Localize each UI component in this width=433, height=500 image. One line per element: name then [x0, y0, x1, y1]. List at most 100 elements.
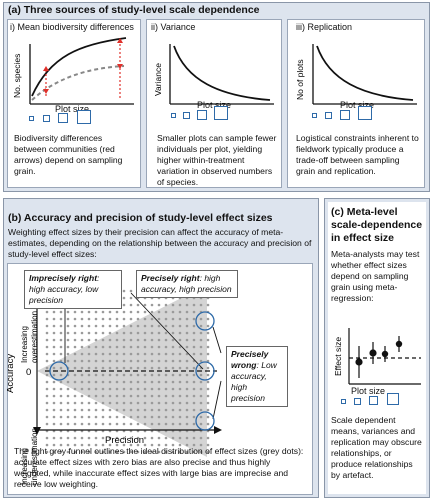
effect-size-dot: [87, 401, 91, 405]
effect-size-dot: [185, 401, 189, 405]
effect-size-dot: [52, 338, 56, 342]
effect-size-dot: [87, 359, 91, 363]
effect-size-dot: [122, 352, 126, 356]
effect-size-dot: [87, 443, 91, 447]
effect-size-dot: [192, 352, 196, 356]
effect-size-dot: [129, 289, 133, 293]
effect-size-dot: [45, 443, 49, 447]
effect-size-dot: [52, 436, 56, 440]
effect-size-dot: [164, 331, 168, 335]
callout-precisely-wrong-rest: : Low accuracy, high precision: [231, 360, 277, 403]
effect-size-dot: [178, 443, 182, 447]
effect-size-dot: [143, 303, 147, 307]
effect-size-dot: [171, 317, 175, 321]
effect-size-dot: [171, 387, 175, 391]
effect-size-dot: [164, 380, 168, 384]
effect-size-dot: [66, 401, 70, 405]
panel-c-intro: Meta-analysts may test whether effect si…: [331, 249, 420, 303]
effect-size-dot: [164, 345, 168, 349]
effect-size-dot: [185, 408, 189, 412]
effect-size-dot: [101, 422, 105, 426]
effect-size-dot: [164, 366, 168, 370]
effect-size-dot: [136, 443, 140, 447]
effect-size-dot: [66, 408, 70, 412]
effect-size-dot: [73, 415, 77, 419]
panel-b-intro: Weighting effect sizes by their precisio…: [8, 227, 312, 259]
effect-size-dot: [136, 450, 140, 454]
effect-size-dot: [178, 303, 182, 307]
effect-size-dot: [80, 443, 84, 447]
plot-square-xs: [29, 116, 34, 121]
effect-size-dot: [185, 415, 189, 419]
effect-size-dot: [80, 317, 84, 321]
effect-size-dot: [115, 408, 119, 412]
effect-size-dot: [129, 303, 133, 307]
effect-size-dot: [185, 422, 189, 426]
effect-size-dot: [178, 373, 182, 377]
effect-size-dot: [129, 387, 133, 391]
effect-size-dot: [164, 324, 168, 328]
effect-size-dot: [199, 303, 203, 307]
effect-size-dot: [52, 366, 56, 370]
effect-size-dot: [52, 373, 56, 377]
plot-square-m: [369, 396, 378, 405]
effect-size-dot: [129, 401, 133, 405]
panel-a-ii-caption: Smaller plots can sample fewer individua…: [157, 133, 277, 187]
effect-size-dot: [94, 450, 98, 454]
effect-size-dot: [108, 408, 112, 412]
effect-size-dot: [73, 422, 77, 426]
effect-size-dot: [52, 345, 56, 349]
effect-size-dot: [206, 408, 210, 412]
effect-size-dot: [199, 401, 203, 405]
effect-size-dot: [87, 317, 91, 321]
effect-size-dot: [94, 352, 98, 356]
effect-size-dot: [192, 324, 196, 328]
effect-size-dot: [45, 401, 49, 405]
effect-size-dot: [59, 317, 63, 321]
effect-size-dot: [80, 422, 84, 426]
effect-size-dot: [192, 303, 196, 307]
effect-size-dot: [136, 387, 140, 391]
effect-size-dot: [59, 408, 63, 412]
effect-size-dot: [80, 324, 84, 328]
effect-size-dot: [80, 373, 84, 377]
effect-size-dot: [101, 310, 105, 314]
effect-size-dot: [178, 394, 182, 398]
effect-size-dot: [101, 324, 105, 328]
effect-size-dot: [157, 345, 161, 349]
effect-size-dot: [101, 415, 105, 419]
effect-size-dot: [66, 450, 70, 454]
overestimation-label: Increasing overestimation: [20, 311, 39, 363]
effect-size-dot: [185, 436, 189, 440]
panel-a-ii-subtitle: ii) Variance: [151, 22, 196, 32]
effect-size-dot: [66, 359, 70, 363]
effect-size-dot: [143, 338, 147, 342]
effect-size-dot: [206, 401, 210, 405]
effect-size-dot: [115, 387, 119, 391]
effect-size-dot: [206, 436, 210, 440]
plot-square-m: [58, 113, 68, 123]
plot-square-l: [358, 106, 372, 120]
effect-size-dot: [122, 415, 126, 419]
effect-size-dot: [185, 338, 189, 342]
panel-a-title: (a) Three sources of study-level scale d…: [8, 4, 260, 16]
effect-size-dot: [164, 443, 168, 447]
effect-size-dot: [171, 310, 175, 314]
effect-size-dot: [157, 310, 161, 314]
effect-size-dot: [185, 303, 189, 307]
effect-size-dot: [178, 387, 182, 391]
effect-size-dot: [122, 443, 126, 447]
effect-size-dot: [136, 380, 140, 384]
effect-size-dot: [150, 422, 154, 426]
effect-size-dot: [150, 415, 154, 419]
effect-size-dot: [206, 380, 210, 384]
effect-size-dot: [143, 310, 147, 314]
effect-size-dot: [94, 408, 98, 412]
effect-size-dot: [66, 352, 70, 356]
effect-size-dot: [45, 415, 49, 419]
effect-size-dot: [143, 394, 147, 398]
effect-size-dot: [45, 394, 49, 398]
effect-size-dot: [101, 394, 105, 398]
effect-size-dot: [171, 373, 175, 377]
effect-size-dot: [73, 394, 77, 398]
